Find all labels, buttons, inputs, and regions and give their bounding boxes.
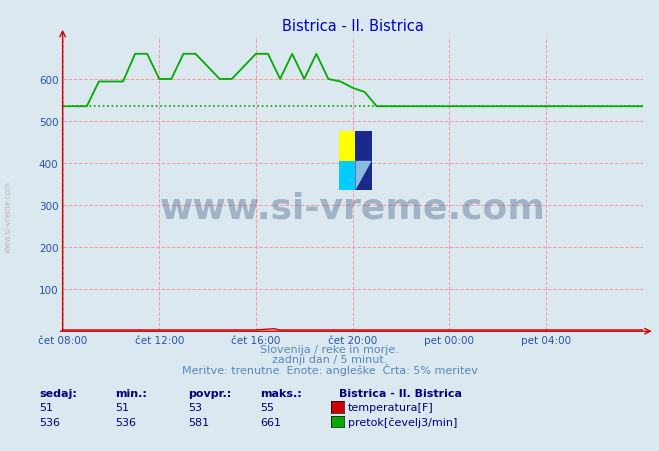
Text: 53: 53 — [188, 402, 202, 412]
Bar — [355, 132, 372, 191]
Text: pretok[čevelj3/min]: pretok[čevelj3/min] — [348, 416, 457, 427]
Text: Meritve: trenutne  Enote: angleške  Črta: 5% meritev: Meritve: trenutne Enote: angleške Črta: … — [182, 364, 477, 375]
Text: min.:: min.: — [115, 388, 147, 398]
Text: povpr.:: povpr.: — [188, 388, 231, 398]
Text: 55: 55 — [260, 402, 274, 412]
Text: temperatura[F]: temperatura[F] — [348, 402, 434, 412]
Text: Slovenija / reke in morje.: Slovenija / reke in morje. — [260, 344, 399, 354]
Text: 581: 581 — [188, 417, 209, 427]
Text: www.si-vreme.com: www.si-vreme.com — [3, 180, 13, 253]
Bar — [339, 132, 355, 161]
Title: Bistrica - Il. Bistrica: Bistrica - Il. Bistrica — [281, 19, 424, 34]
Text: Bistrica - Il. Bistrica: Bistrica - Il. Bistrica — [339, 388, 463, 398]
Text: maks.:: maks.: — [260, 388, 302, 398]
Text: www.si-vreme.com: www.si-vreme.com — [159, 191, 546, 226]
Text: zadnji dan / 5 minut.: zadnji dan / 5 minut. — [272, 354, 387, 364]
Polygon shape — [355, 161, 372, 191]
Text: sedaj:: sedaj: — [40, 388, 77, 398]
Text: 536: 536 — [115, 417, 136, 427]
Text: 661: 661 — [260, 417, 281, 427]
Bar — [339, 161, 355, 191]
Text: 51: 51 — [40, 402, 53, 412]
Text: 51: 51 — [115, 402, 129, 412]
Text: 536: 536 — [40, 417, 61, 427]
